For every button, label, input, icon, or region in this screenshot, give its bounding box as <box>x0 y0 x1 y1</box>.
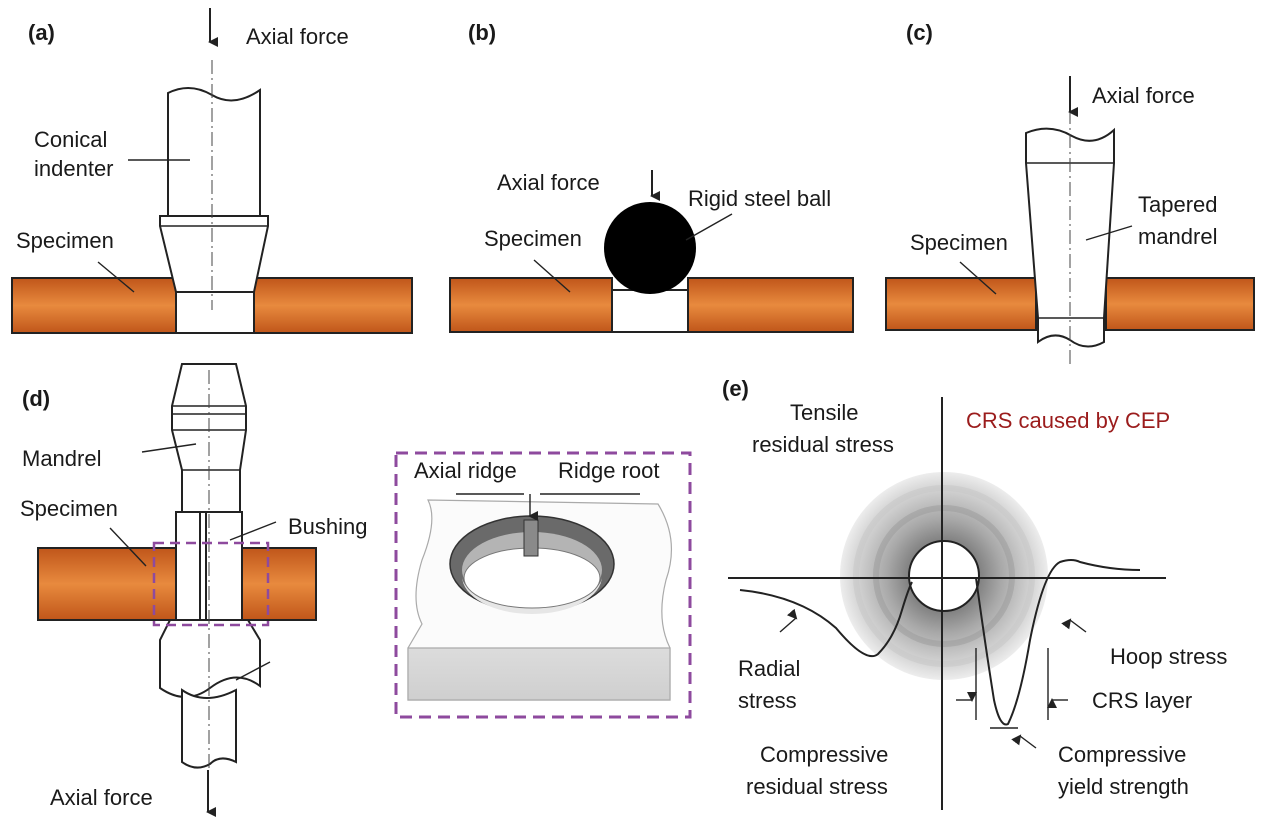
hole <box>611 289 689 333</box>
bushing-left <box>175 511 201 621</box>
panel-a-label: (a) <box>28 20 55 45</box>
indenter-label-1: Conical <box>34 127 107 152</box>
axial-force-label: Axial force <box>50 785 153 810</box>
radial-label-1: Radial <box>738 656 800 681</box>
mandrel-label-1: Tapered <box>1138 192 1218 217</box>
specimen-right <box>687 277 854 333</box>
panel-b: (b) Axial force Rigid steel ball Specime… <box>449 20 854 333</box>
tensile-label-1: Tensile <box>790 400 858 425</box>
panel-c-label: (c) <box>906 20 933 45</box>
indenter-shaft <box>167 87 261 217</box>
bushing-label: Bushing <box>288 514 368 539</box>
axial-ridge-label: Axial ridge <box>414 458 517 483</box>
conical-indenter-tip <box>159 215 269 293</box>
hole <box>175 291 255 334</box>
indenter-label-2: indenter <box>34 156 114 181</box>
panel-a: (a) Axial force Conical indenter Specime… <box>11 8 413 334</box>
hoop-stress-curve <box>975 559 1141 726</box>
crs-layer-label: CRS layer <box>1092 688 1192 713</box>
specimen-label: Specimen <box>16 228 114 253</box>
mandrel-lower <box>159 619 261 698</box>
mandrel-label: Mandrel <box>22 446 101 471</box>
specimen-right <box>253 277 413 334</box>
axial-force-label: Axial force <box>497 170 600 195</box>
specimen-label: Specimen <box>484 226 582 251</box>
specimen-left <box>885 277 1037 331</box>
specimen-right <box>241 547 317 621</box>
specimen-label: Specimen <box>20 496 118 521</box>
bushing-right <box>205 511 243 621</box>
specimen-left <box>11 277 177 334</box>
rigid-steel-ball <box>604 202 696 294</box>
hoop-label: Hoop stress <box>1110 644 1227 669</box>
specimen-label: Specimen <box>910 230 1008 255</box>
yield-label-2: yield strength <box>1058 774 1189 799</box>
radial-label-2: stress <box>738 688 797 713</box>
specimen-left <box>449 277 613 333</box>
mandrel-label-2: mandrel <box>1138 224 1217 249</box>
ball-label: Rigid steel ball <box>688 186 831 211</box>
panel-d: (d) Mandrel Specimen Bushing Axial force <box>20 363 692 817</box>
yield-label-1: Compressive <box>1058 742 1186 767</box>
panel-e: (e) CRS caused by CEP Tensile residual s… <box>722 376 1227 810</box>
hole <box>908 540 980 612</box>
specimen-left <box>37 547 177 621</box>
panel-e-label: (e) <box>722 376 749 401</box>
compressive-label-2: residual stress <box>746 774 888 799</box>
inset-bushing-detail: Axial ridge Ridge root <box>394 451 692 719</box>
panel-d-label: (d) <box>22 386 50 411</box>
compressive-label-1: Compressive <box>760 742 888 767</box>
inset-block-face <box>407 647 671 701</box>
axial-force-label: Axial force <box>1092 83 1195 108</box>
axial-force-label: Axial force <box>246 24 349 49</box>
detail-box <box>152 541 270 627</box>
panel-b-label: (b) <box>468 20 496 45</box>
specimen-right <box>1105 277 1255 331</box>
axial-ridge <box>523 519 539 557</box>
panel-c: (c) Axial force Tapered mandrel Specimen <box>885 20 1255 365</box>
ridge-root-label: Ridge root <box>558 458 660 483</box>
tensile-label-2: residual stress <box>752 432 894 457</box>
radial-stress-curve <box>739 581 913 658</box>
mandrel-rod <box>181 688 237 769</box>
chart-title: CRS caused by CEP <box>966 408 1170 433</box>
